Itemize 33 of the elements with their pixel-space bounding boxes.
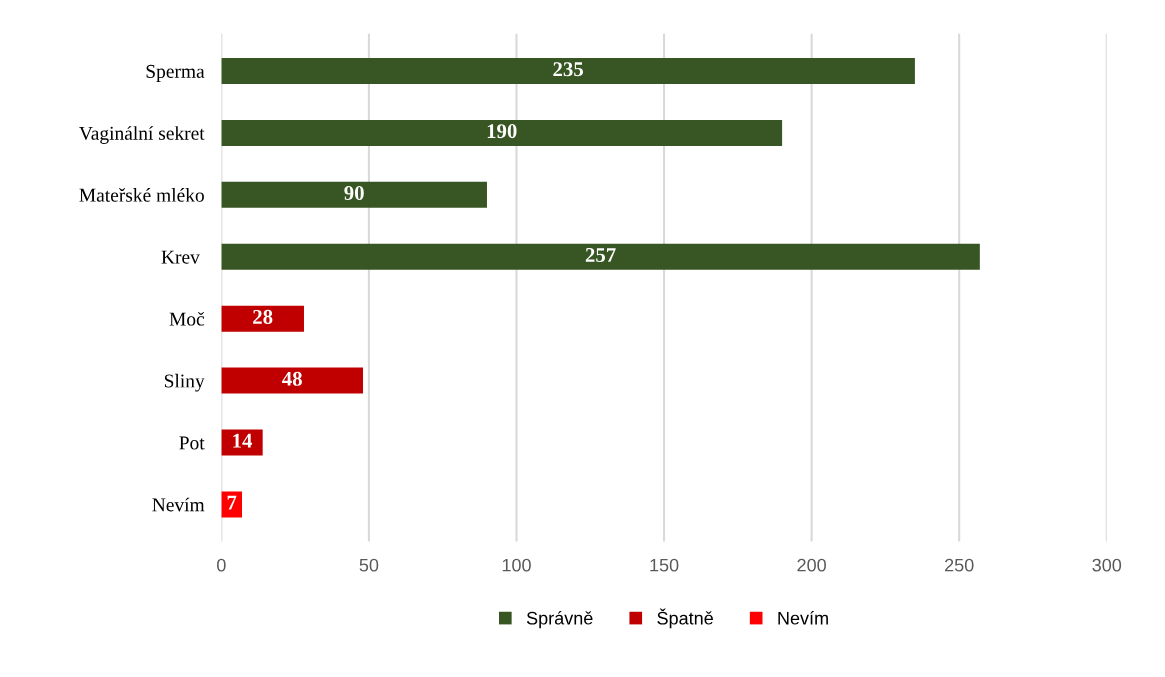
data-label: 235 bbox=[553, 62, 583, 77]
data-label: 257 bbox=[585, 247, 616, 262]
y-tick-label: Sperma bbox=[146, 64, 205, 82]
bar bbox=[221, 119, 783, 146]
bar bbox=[221, 243, 980, 270]
y-tick-label: Krev bbox=[161, 250, 200, 264]
x-tick-label: 200 bbox=[797, 558, 826, 572]
y-tick-label: Vaginální sekret bbox=[79, 126, 205, 144]
y-tick-label: Moč bbox=[169, 311, 205, 326]
legend-label: Špatně bbox=[657, 608, 713, 629]
bar bbox=[221, 181, 487, 208]
x-tick-label: 0 bbox=[217, 558, 226, 572]
x-tick-label: 150 bbox=[650, 558, 679, 572]
data-label: 48 bbox=[282, 371, 302, 386]
bar bbox=[221, 491, 243, 518]
x-tick-label: 250 bbox=[945, 558, 974, 572]
legend-label: Správně bbox=[526, 611, 593, 629]
data-label: 28 bbox=[253, 309, 273, 324]
bar bbox=[221, 305, 304, 332]
data-label: 90 bbox=[344, 186, 364, 201]
data-label: 190 bbox=[487, 124, 517, 139]
x-tick-label: 50 bbox=[359, 558, 379, 572]
data-label: 14 bbox=[233, 433, 253, 448]
x-tick-label: 100 bbox=[502, 558, 531, 572]
x-tick-label: 300 bbox=[1092, 558, 1122, 572]
data-label: 7 bbox=[227, 495, 237, 510]
y-tick-label: Mateřské mléko bbox=[79, 188, 204, 202]
bar bbox=[221, 367, 364, 394]
y-tick-label: Pot bbox=[179, 436, 205, 450]
legend-label: Nevím bbox=[778, 611, 828, 625]
y-tick-label: Sliny bbox=[164, 373, 205, 392]
y-tick-label: Nevím bbox=[152, 497, 205, 512]
bar bbox=[221, 58, 915, 85]
